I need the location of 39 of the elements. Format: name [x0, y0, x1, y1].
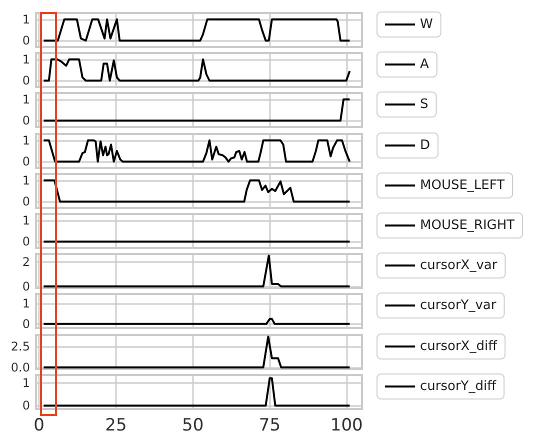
y-tick-label: 0: [22, 34, 30, 48]
x-tick-label: 100: [330, 415, 363, 436]
y-tick-label: 1: [22, 296, 30, 311]
y-tick-label: 0: [22, 280, 30, 294]
y-tick-label: 1: [22, 12, 30, 26]
legend-label: S: [420, 97, 428, 112]
y-tick-label: 0: [22, 317, 30, 332]
line-series: [42, 254, 351, 288]
legend-label: cursorX_var: [420, 258, 498, 274]
line-series: [42, 138, 351, 162]
legend-label: D: [420, 138, 430, 153]
y-tick-label: 0: [22, 398, 30, 412]
x-tick-label: 25: [105, 415, 127, 436]
y-tick-label: 1: [22, 213, 30, 228]
legend-label: cursorY_diff: [420, 378, 498, 394]
line-series: [42, 58, 351, 82]
y-tick-label: 2.5: [10, 339, 30, 354]
y-tick-label: 0: [22, 74, 30, 88]
y-tick-label: 0.0: [10, 360, 30, 374]
y-tick-label: 0: [22, 154, 30, 168]
y-tick-label: 1: [22, 52, 30, 67]
y-tick-label: 1: [22, 132, 30, 147]
legend-label: cursorY_var: [420, 298, 497, 314]
x-tick-label: 50: [182, 415, 204, 436]
legend-label: A: [420, 57, 429, 72]
legend-label: cursorX_diff: [420, 338, 498, 354]
line-series: [42, 18, 351, 42]
y-tick-label: 2: [22, 255, 30, 270]
y-tick-label: 0: [22, 234, 30, 249]
legend-label: W: [420, 17, 433, 32]
y-tick-label: 1: [22, 376, 30, 390]
y-tick-label: 0: [22, 194, 30, 208]
legend-label: MOUSE_RIGHT: [420, 218, 515, 233]
x-tick-label: 75: [258, 415, 281, 436]
y-tick-label: 1: [22, 92, 30, 107]
legend-label: MOUSE_LEFT: [420, 178, 505, 193]
line-series: [42, 179, 351, 202]
y-tick-label: 0: [22, 114, 30, 128]
y-tick-label: 1: [22, 173, 30, 188]
